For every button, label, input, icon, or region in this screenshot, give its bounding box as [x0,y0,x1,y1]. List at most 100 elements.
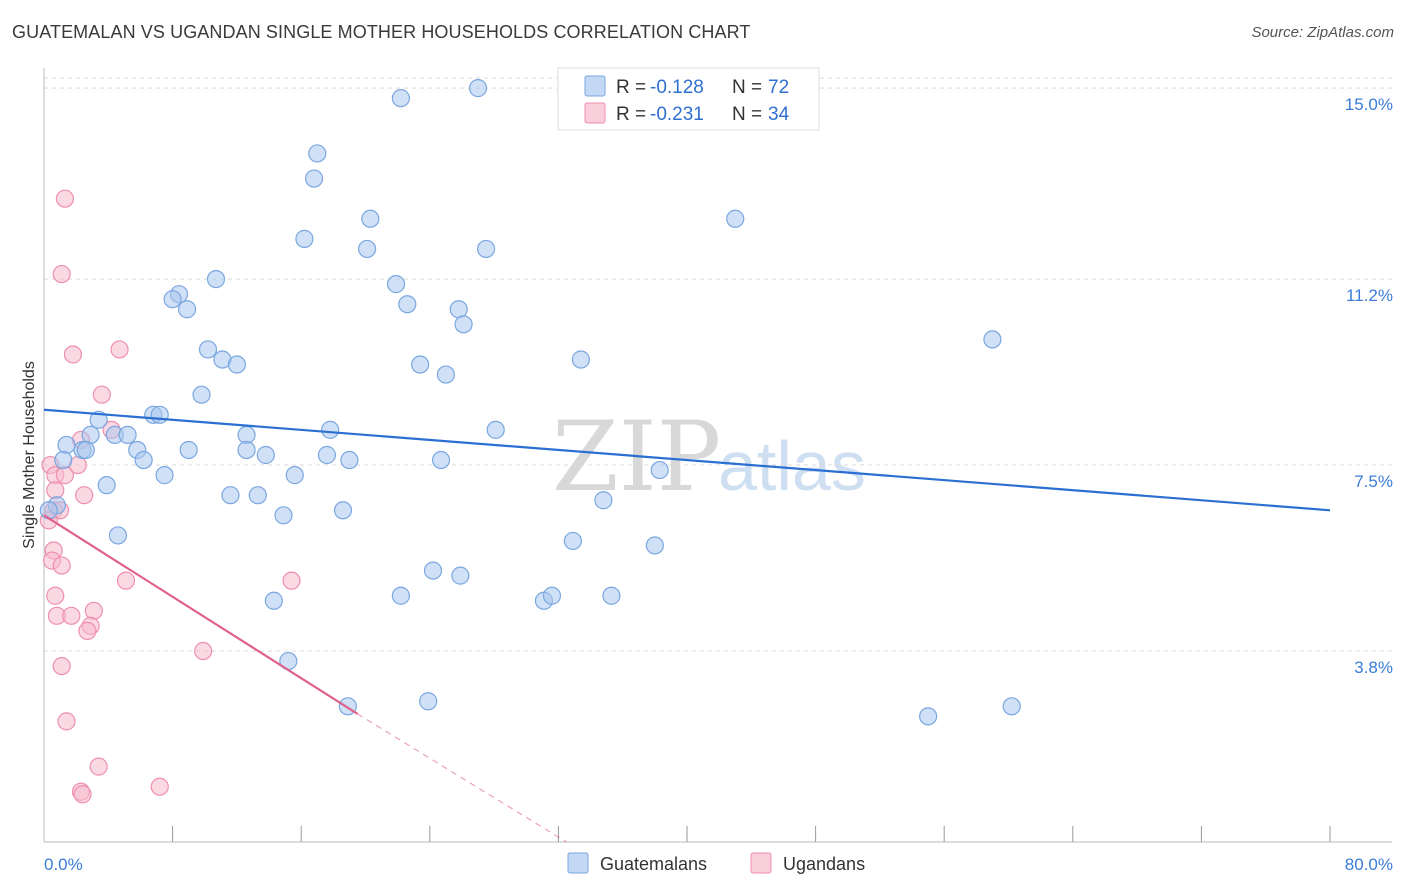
legend-r-label-1: R = [616,77,646,98]
ugandan-point [73,785,92,804]
guatemalan-point [81,425,100,444]
ugandan-point [84,601,103,620]
guatemalan-point [451,566,470,585]
ugandan-point [52,656,71,676]
guatemalan-point [89,410,108,429]
guatemalan-point [358,239,377,259]
guatemalan-point [118,425,137,444]
guatemalan-point [304,169,324,188]
guatemalan-point [468,79,488,98]
ugandan-point [46,586,65,605]
ugandan-point [62,606,81,625]
guatemalan-point [919,707,938,726]
y-tick-label: 11.2% [1346,286,1393,305]
legend-swatch-ugandans [584,102,606,124]
ugandan-point [63,345,83,364]
x-tick-marks [172,826,1331,842]
guatemalan-point [391,586,410,605]
axis-layer [43,68,1392,843]
guatemalan-point [237,425,256,444]
guatemalan-point [308,144,327,163]
guatemalan-point [163,290,182,309]
guatemalan-point [650,460,669,480]
guatemalan-point [39,501,58,520]
bottom-legend-ugandans: Ugandans [783,854,865,874]
guatemalan-point [486,420,505,439]
ugandans-trend-line [43,514,359,715]
ugandans-trend-extension [357,713,567,843]
guatemalan-point [571,350,591,369]
source-credit: Source: ZipAtlas.com [1251,24,1394,41]
guatemalan-point [645,536,664,555]
legend-r-label-2: R = [616,104,646,125]
guatemalan-point [76,440,95,460]
guatemalan-point [177,300,197,319]
ugandan-point [52,264,71,284]
guatemalan-point [431,450,451,470]
guatemalan-point [155,466,174,485]
guatemalan-point [340,450,359,470]
ugandan-point [116,571,136,590]
guatemalan-point [321,420,340,439]
y-tick-label: 3.8% [1354,658,1393,677]
guatemalan-point [97,476,116,495]
guatemalan-point [248,486,267,505]
guatemalan-point [594,491,613,510]
guatemalan-point [256,445,275,465]
legend-n-value-1: 72 [768,77,789,98]
guatemalan-point [423,561,443,580]
legend-r-value-2: -0.231 [650,104,704,125]
guatemalan-point [411,355,430,374]
ugandan-point [92,385,111,404]
ugandan-point [150,777,169,796]
guatemalan-point [542,586,562,605]
correlation-legend: R = -0.128 N = 72 R = -0.231 N = 34 [557,67,820,131]
guatemalan-point [449,300,468,319]
chart-title: GUATEMALAN VS UGANDAN SINGLE MOTHER HOUS… [12,22,751,42]
guatemalan-point [602,586,621,605]
legend-n-label-2: N = [732,104,762,125]
guatemalan-point [221,486,240,505]
guatemalan-point [333,501,353,520]
guatemalan-point [179,440,198,460]
guatemalan-point [391,89,410,108]
guatemalan-point [206,269,226,289]
guatemalan-point [398,295,417,314]
series-legend: Guatemalans Ugandans [567,852,865,874]
x-tick-label-max: 80.0% [1345,855,1393,874]
guatemalan-point [108,526,128,545]
guatemalan-point [227,355,246,374]
ugandan-point [75,486,94,505]
ugandan-point [57,712,76,731]
guatemalans-points [39,79,1021,726]
legend-n-label-1: N = [732,77,762,98]
guatemalan-point [983,330,1002,349]
guatemalan-point [563,531,582,551]
guatemalan-point [150,405,169,424]
y-tick-labels: 3.8% 7.5% 11.2% 15.0% [1345,95,1393,677]
guatemalan-point [386,275,406,294]
legend-swatch-guatemalans [584,75,606,97]
guatemalan-point [54,450,73,470]
guatemalan-point [726,209,745,228]
y-tick-label: 15.0% [1345,95,1393,114]
bottom-legend-swatch-guatemalans [567,852,589,874]
guatemalan-point [285,466,304,485]
ugandan-point [194,641,213,661]
ugandans-points [39,189,301,804]
bottom-legend-guatemalans: Guatemalans [600,854,707,874]
grid-layer [44,77,1392,652]
guatemalan-point [476,239,496,259]
guatemalan-point [134,450,153,470]
legend-n-value-2: 34 [768,104,790,125]
guatemalan-point [317,445,337,465]
x-tick-label-min: 0.0% [44,855,83,874]
y-axis-label: Single Mother Households [21,361,38,549]
ugandan-point [52,556,71,575]
ugandan-point [89,757,108,776]
guatemalan-point [264,591,283,610]
trend-layer [43,408,1331,843]
guatemalan-point [361,209,380,228]
ugandan-point [78,621,97,641]
guatemalan-point [237,440,256,460]
